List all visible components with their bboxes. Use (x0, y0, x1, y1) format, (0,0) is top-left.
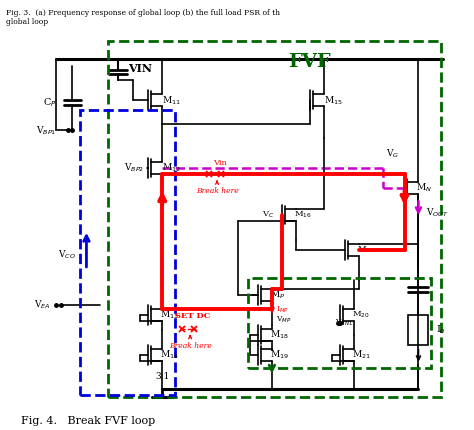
Text: M$_{14}$: M$_{14}$ (160, 348, 179, 361)
Text: M$_{20}$: M$_{20}$ (352, 310, 369, 320)
Text: M$_{11}$: M$_{11}$ (162, 94, 181, 107)
Text: FVF: FVF (289, 53, 331, 71)
Bar (409, 315, 428, 344)
Text: M$_{21}$: M$_{21}$ (352, 348, 371, 361)
Text: Fig. 4.   Break FVF loop: Fig. 4. Break FVF loop (21, 416, 155, 426)
Text: I$_o$: I$_o$ (437, 323, 446, 336)
Bar (248, 278, 431, 368)
Text: 3:1: 3:1 (155, 372, 169, 381)
Bar (109, 40, 441, 397)
Text: M$_{18}$: M$_{18}$ (270, 329, 289, 341)
Text: M$_{12}$: M$_{12}$ (162, 162, 181, 175)
Text: V$_{BN1}$: V$_{BN1}$ (335, 317, 353, 328)
Text: V$_G$: V$_G$ (386, 148, 399, 160)
Text: V$_{OUT}$: V$_{OUT}$ (427, 207, 449, 219)
Text: M$_{16}$: M$_{16}$ (294, 210, 311, 220)
Text: M$_N$: M$_N$ (417, 182, 432, 194)
Text: V$_{CO}$: V$_{CO}$ (58, 249, 75, 261)
Text: V$_C$: V$_C$ (262, 210, 274, 220)
Text: SET DC: SET DC (175, 312, 211, 319)
Text: Fig. 3.  (a) Frequency response of global loop (b) the full load PSR of th: Fig. 3. (a) Frequency response of global… (6, 9, 280, 17)
Text: global loop: global loop (6, 18, 48, 26)
Text: I$_{MP}$: I$_{MP}$ (276, 304, 289, 315)
Text: C$_P$: C$_P$ (43, 96, 56, 109)
Text: VIN: VIN (128, 63, 152, 74)
Text: M$_{15}$: M$_{15}$ (324, 94, 343, 107)
Text: M$_{13}$: M$_{13}$ (160, 308, 179, 321)
Text: M$_{19}$: M$_{19}$ (270, 348, 289, 361)
Text: Break here: Break here (196, 187, 238, 195)
Text: V$_{MP}$: V$_{MP}$ (276, 314, 292, 325)
Text: M$_P$: M$_P$ (270, 289, 285, 301)
Text: V$_{BP2}$: V$_{BP2}$ (124, 162, 144, 175)
Text: Vin: Vin (213, 159, 227, 167)
Text: V$_{EA}$: V$_{EA}$ (34, 298, 51, 311)
Bar (81, 111, 175, 396)
Text: Break here: Break here (169, 341, 211, 350)
Text: M$_{17}$: M$_{17}$ (356, 245, 374, 255)
Text: V$_{BP1}$: V$_{BP1}$ (36, 124, 56, 136)
